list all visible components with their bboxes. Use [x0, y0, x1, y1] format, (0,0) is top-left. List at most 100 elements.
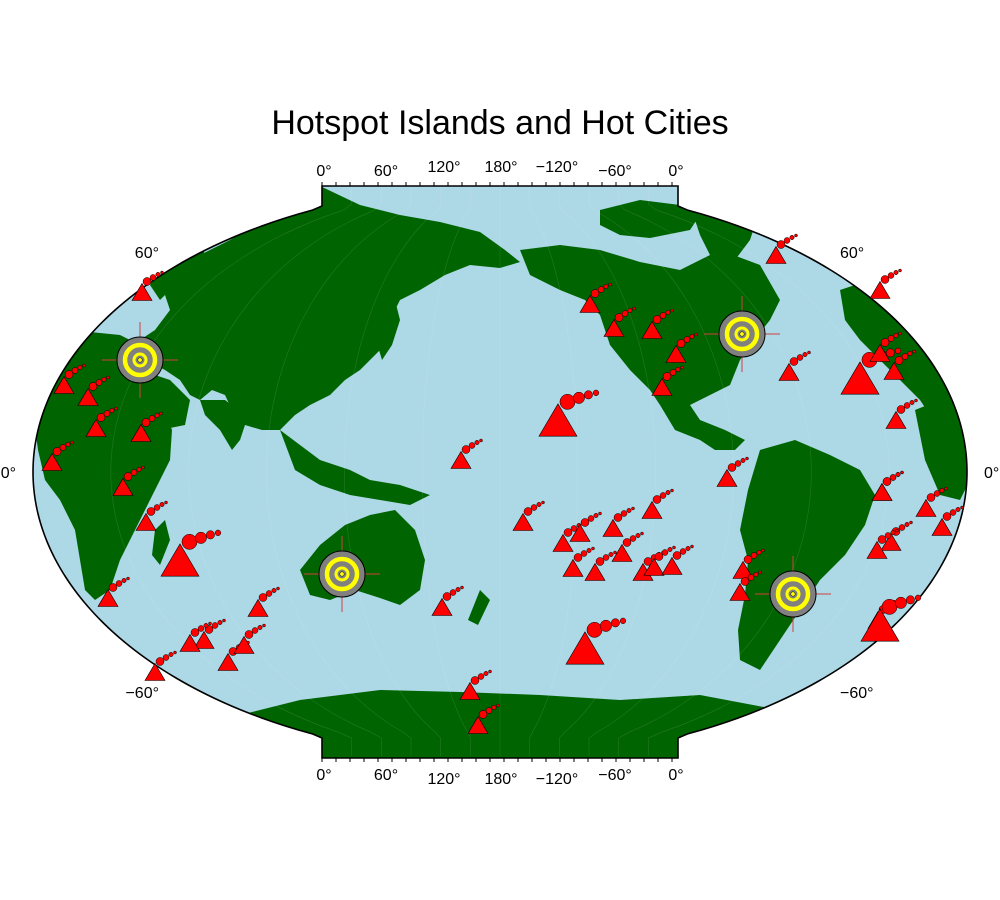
hotspot-plume-dot: [154, 413, 160, 418]
hotspot-plume-dot: [877, 535, 887, 544]
hotspot-plume-dot: [160, 270, 164, 275]
hotspot-volcano-icon: [641, 500, 663, 519]
hotspot-plume-dot: [251, 627, 259, 634]
landmass-new-zealand: [468, 590, 490, 625]
hotspot-marker-macdonald: [602, 506, 635, 537]
hotspot-plume-dot: [622, 538, 632, 547]
hotspot-plume-dot: [608, 552, 614, 557]
hotspot-plume-dot: [155, 272, 161, 277]
hotspot-plume-dot: [82, 363, 86, 368]
hotspot-plume-dot: [262, 623, 266, 628]
hotspot-marker-crozet: [179, 621, 212, 652]
hotspot-plume-dot: [70, 440, 74, 445]
hotspot-plume-dot: [523, 507, 533, 516]
hotspot-plume-dot: [115, 580, 123, 587]
hotspot-plume-dot: [478, 710, 488, 719]
hotspot-volcano-icon: [641, 320, 663, 339]
hotspot-plume-dot: [583, 390, 593, 400]
map-title: Hotspot Islands and Hot Cities: [271, 104, 729, 142]
hotspot-plume-dot: [146, 507, 156, 516]
hotspot-plume-dot: [670, 308, 674, 313]
hotspot-marker-hawaii: [538, 389, 600, 437]
hotspot-volcano-icon: [716, 468, 738, 487]
hotspot-plume-dot: [885, 348, 895, 358]
hotspot-plume-dot: [148, 415, 156, 422]
hotspot-plume-dot: [893, 333, 899, 338]
map-frame: [32, 185, 968, 759]
hotspot-plume-dot: [155, 657, 165, 666]
hotspot-marker-shona: [729, 570, 762, 601]
hotspot-plume-dot: [761, 548, 765, 553]
hotspot-plume-dot: [470, 676, 480, 685]
hotspot-volcano-icon: [217, 652, 239, 671]
hotspot-plume-dot: [121, 578, 127, 583]
hotspot-plume-dot: [159, 502, 165, 507]
hotspot-volcano-icon: [144, 662, 166, 681]
hotspot-marker-bowie: [579, 282, 612, 313]
hotspot-plume-dot: [894, 347, 902, 354]
hotspot-plume-dot: [887, 272, 895, 279]
graticule-meridian: [343, 186, 442, 756]
hotspot-plume-dot: [895, 472, 901, 477]
hotspot-plume-dot: [580, 550, 588, 557]
hotspot-volcano-icon: [883, 361, 905, 380]
landmass-madagascar: [152, 520, 170, 565]
hotspot-plume-dot: [960, 505, 964, 510]
city-center-dot: [339, 571, 345, 577]
hotspot-plume-dot: [740, 458, 746, 463]
hotspot-volcano-icon: [233, 635, 255, 654]
hotspot-plume-dot: [652, 315, 662, 324]
hotspot-volcano-icon: [562, 558, 584, 577]
hotspot-plume-dot: [750, 552, 758, 559]
hotspot-plume-dot: [895, 528, 899, 533]
hotspot-marker-pitcairn: [611, 531, 644, 562]
hotspot-plume-dot: [675, 367, 681, 372]
landmass-india: [200, 400, 245, 450]
hotspot-plume-dot: [670, 488, 674, 493]
hotspot-plume-dot: [173, 650, 177, 655]
hotspot-marker-afar: [112, 465, 145, 496]
hotspot-plume-dot: [208, 621, 212, 626]
hotspot-plume-dot: [672, 551, 682, 560]
hotspot-plume-dot: [590, 289, 600, 298]
hotspot-plume-dot: [211, 622, 219, 629]
hotspot-plume-dot: [949, 509, 957, 516]
hotspot-volcano-icon: [869, 343, 891, 362]
top-lon-label: −120°: [536, 159, 578, 176]
city-target-icon: [755, 556, 831, 632]
graticule-meridian: [266, 186, 412, 756]
hotspot-plume-dot: [586, 622, 603, 638]
hotspot-plume-dot: [572, 391, 585, 404]
hotspot-marker-kerguelen: [233, 623, 266, 654]
hotspot-volcano-icon: [651, 377, 673, 396]
hotspot-plume-dot: [689, 334, 695, 339]
frame-ticks: [321, 182, 673, 762]
hotspot-plume-dot: [126, 576, 130, 581]
hotspot-marker-comores: [97, 576, 130, 607]
hotspot-plume-dot: [893, 270, 899, 275]
top-lon-label: 180°: [484, 159, 517, 176]
landmass-arabia: [140, 370, 190, 430]
hotspot-plume-dot: [659, 492, 667, 499]
hotspot-marker-amsterdam: [431, 585, 464, 616]
hotspot-volcano-icon: [885, 410, 907, 429]
hotspot-plume-dot: [65, 442, 71, 447]
hotspot-marker-st-helena: [931, 505, 964, 536]
hotspot-plume-dot: [114, 406, 118, 411]
city-target-icon: [102, 322, 178, 398]
hotspot-volcano-icon: [611, 543, 633, 562]
hotspot-plume-dot: [783, 237, 791, 244]
bottom-lon-label: 180°: [484, 771, 517, 788]
hotspot-plume-dot: [258, 593, 268, 602]
hotspot-plume-dot: [942, 512, 952, 521]
hotspot-volcano-icon: [565, 631, 605, 665]
hotspot-plume-dot: [159, 411, 163, 416]
hotspot-marker-foundation: [661, 544, 694, 575]
hotspot-volcano-icon: [512, 512, 534, 531]
hotspot-plume-dot: [727, 463, 737, 472]
hotspot-plume-dot: [796, 354, 804, 361]
hotspot-plume-dot: [900, 470, 904, 475]
landmass-japan: [376, 300, 400, 360]
hotspot-plume-dot: [88, 382, 98, 391]
bottom-lon-label: 60°: [374, 767, 398, 784]
